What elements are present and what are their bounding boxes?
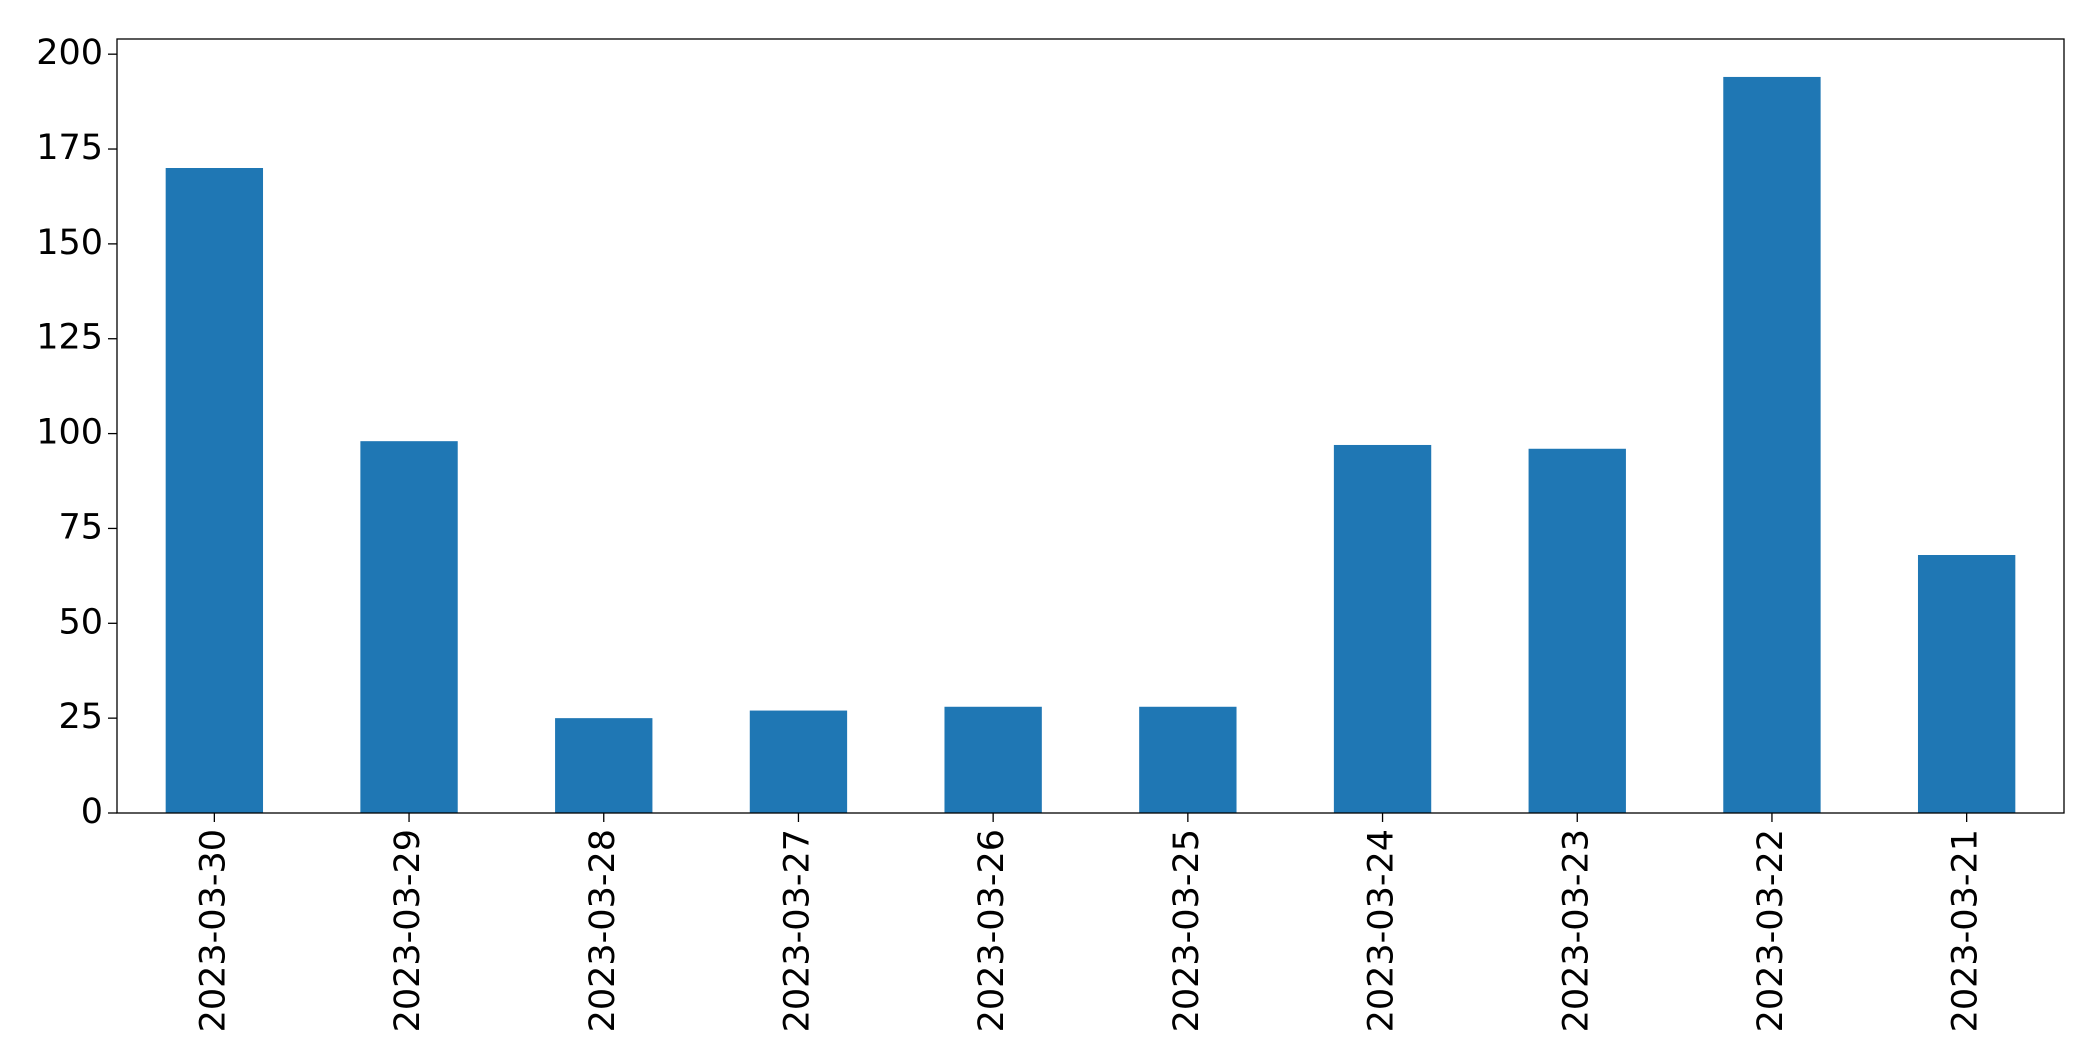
- x-tick-label: 2023-03-22: [1751, 829, 1791, 1032]
- x-tick-label: 2023-03-28: [583, 829, 623, 1032]
- y-tick-label: 25: [58, 697, 103, 737]
- bar: [1333, 444, 1432, 813]
- y-tick-label: 175: [36, 128, 103, 168]
- y-tick-label: 75: [58, 507, 103, 547]
- y-tick-label: 50: [58, 602, 103, 642]
- x-tick-label: 2023-03-30: [193, 829, 233, 1032]
- bar: [1723, 76, 1821, 814]
- bar: [1139, 706, 1237, 813]
- x-tick-label: 2023-03-26: [972, 829, 1012, 1032]
- bar: [165, 168, 264, 813]
- y-tick-label: 150: [36, 223, 103, 263]
- bar: [749, 710, 848, 813]
- bar: [1528, 448, 1626, 813]
- bar: [360, 441, 458, 813]
- y-tick-label: 0: [81, 792, 103, 832]
- bar: [1917, 555, 2016, 813]
- bar: [555, 718, 653, 813]
- x-tick-label: 2023-03-23: [1556, 829, 1596, 1032]
- x-tick-label: 2023-03-27: [777, 829, 817, 1032]
- y-tick-label: 100: [36, 413, 103, 453]
- bar: [944, 706, 1042, 813]
- x-tick-label: 2023-03-24: [1362, 829, 1402, 1032]
- x-tick-label: 2023-03-21: [1946, 829, 1986, 1032]
- x-tick-label: 2023-03-25: [1167, 829, 1207, 1032]
- y-tick-label: 200: [36, 33, 103, 73]
- plot-frame: [116, 38, 2065, 814]
- y-tick-label: 125: [36, 318, 103, 358]
- x-tick-label: 2023-03-29: [388, 829, 428, 1032]
